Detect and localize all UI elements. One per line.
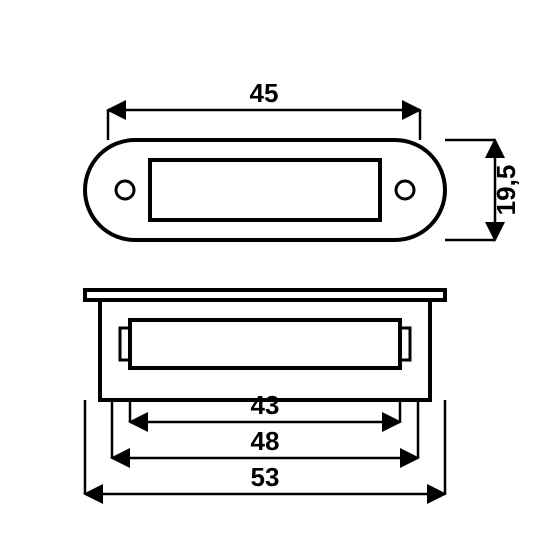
side-view [85, 290, 445, 400]
top-view [85, 140, 445, 240]
dim-45: 45 [108, 78, 420, 140]
dim-48-label: 48 [251, 426, 280, 456]
dim-195-label: 19,5 [491, 165, 521, 216]
dim-43-label: 43 [251, 390, 280, 420]
top-inner-rect [150, 160, 380, 220]
hole-right [396, 181, 414, 199]
dim-195: 19,5 [445, 140, 521, 240]
side-inner-bar [130, 320, 400, 368]
dim-53-label: 53 [251, 462, 280, 492]
hole-left [116, 181, 134, 199]
dim-45-label: 45 [250, 78, 279, 108]
